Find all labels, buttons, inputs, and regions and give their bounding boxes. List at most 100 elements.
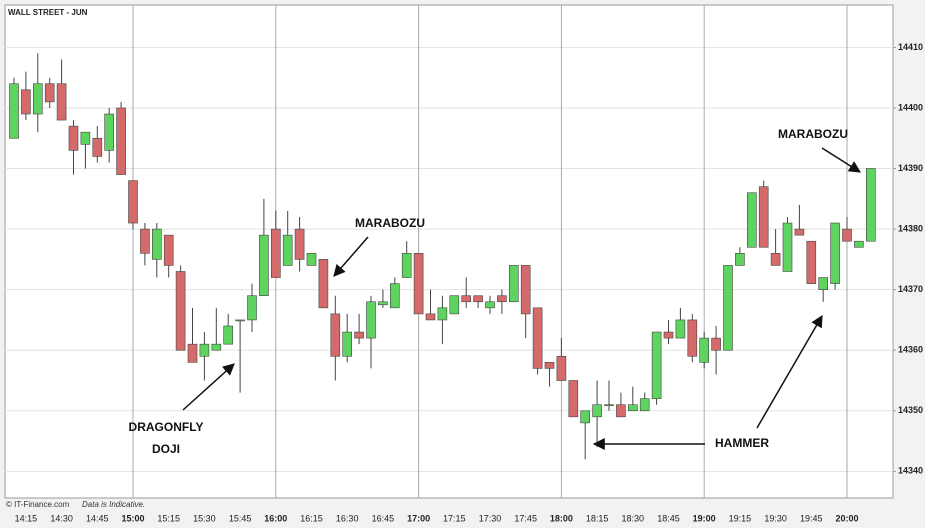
candle-body: [140, 228, 150, 254]
x-tick-label: 15:00: [121, 513, 144, 523]
x-tick-label: 17:15: [443, 513, 466, 523]
y-tick-label: 14390: [898, 163, 923, 173]
candle-body: [235, 319, 245, 322]
candle-body: [32, 83, 43, 115]
x-tick-label: 18:15: [586, 513, 609, 523]
y-tick-label: 14370: [898, 284, 923, 294]
x-tick-label: 19:15: [729, 513, 752, 523]
candle-body: [854, 240, 864, 248]
candle-body: [818, 277, 829, 290]
candle-body: [449, 295, 460, 315]
candle-body: [187, 343, 198, 363]
candle-body: [711, 337, 721, 351]
candle-body: [330, 313, 341, 357]
x-tick-label: 14:15: [15, 513, 38, 523]
x-tick-label: 15:45: [229, 513, 252, 523]
x-tick-label: 19:30: [764, 513, 787, 523]
x-tick-label: 16:00: [264, 513, 287, 523]
candle-body: [92, 137, 103, 157]
x-tick-label: 16:30: [336, 513, 359, 523]
candle-body: [520, 265, 531, 315]
chart-title: WALL STREET - JUN: [8, 8, 88, 17]
candle-body: [104, 113, 114, 151]
candle-body: [830, 222, 840, 284]
candle-body: [580, 410, 591, 424]
y-tick-label: 14340: [898, 466, 923, 476]
candle-body: [616, 404, 626, 418]
candle-body: [497, 295, 507, 303]
candle-body: [175, 271, 186, 351]
candle-body: [699, 337, 710, 363]
candle-body: [128, 180, 138, 224]
x-tick-label: 20:00: [835, 513, 858, 523]
candle-body: [782, 222, 793, 272]
y-tick-label: 14380: [898, 223, 923, 233]
candle-body: [389, 283, 400, 309]
candle-body: [746, 192, 757, 248]
x-tick-label: 17:30: [479, 513, 502, 523]
candle-body: [223, 325, 233, 345]
annotation: DRAGONFLY: [129, 420, 204, 434]
candle-body: [794, 228, 805, 236]
candle-body: [508, 265, 519, 303]
candle-body: [675, 319, 686, 339]
x-tick-label: 18:45: [657, 513, 680, 523]
candle-body: [152, 228, 162, 260]
candle-body: [378, 301, 388, 306]
candle-body: [342, 331, 353, 357]
candle-body: [806, 240, 817, 284]
x-tick-label: 17:00: [407, 513, 430, 523]
x-tick-label: 18:00: [550, 513, 573, 523]
candle-body: [294, 228, 305, 260]
candle-body: [9, 83, 19, 139]
x-tick-label: 16:45: [372, 513, 395, 523]
candle-body: [116, 107, 126, 175]
candle-body: [723, 265, 733, 351]
x-tick-label: 16:15: [300, 513, 323, 523]
candle-body: [354, 331, 364, 339]
candle-body: [413, 253, 424, 315]
candle-body: [211, 343, 222, 351]
annotation: MARABOZU: [778, 127, 848, 141]
candle-body: [687, 319, 698, 357]
candle-body: [425, 313, 436, 321]
candle-body: [544, 362, 555, 369]
candle-body: [770, 253, 781, 266]
annotation: MARABOZU: [355, 216, 425, 230]
candle-body: [318, 259, 329, 309]
x-tick-label: 15:15: [157, 513, 180, 523]
candle-body: [282, 234, 293, 266]
candle-body: [247, 295, 257, 321]
arrow: [182, 363, 235, 411]
candle-body: [485, 301, 495, 309]
annotation: HAMMER: [715, 436, 769, 450]
y-tick-label: 14410: [898, 42, 923, 52]
candle-body: [663, 331, 674, 339]
candle-body: [651, 331, 662, 399]
candle-body: [306, 253, 317, 266]
x-tick-label: 15:30: [193, 513, 216, 523]
candle-body: [437, 307, 448, 321]
note: Data is Indicative.: [82, 500, 145, 509]
candle-body: [639, 398, 650, 412]
candle-body: [592, 404, 602, 418]
candle-body: [163, 234, 174, 266]
candle-body: [865, 168, 876, 242]
x-tick-label: 14:30: [50, 513, 73, 523]
arrow: [333, 236, 369, 277]
candle-body: [68, 125, 79, 151]
candle-body: [758, 186, 769, 248]
candle-body: [473, 295, 483, 303]
candle-body: [270, 228, 281, 278]
candle-body: [735, 253, 745, 266]
y-tick-label: 14400: [898, 102, 923, 112]
candle-body: [556, 355, 567, 381]
x-tick-label: 19:45: [800, 513, 823, 523]
candle-body: [842, 228, 852, 242]
candle-body: [56, 83, 67, 121]
candle-body: [401, 253, 412, 278]
x-tick-label: 18:30: [622, 513, 645, 523]
x-tick-label: 17:45: [514, 513, 537, 523]
